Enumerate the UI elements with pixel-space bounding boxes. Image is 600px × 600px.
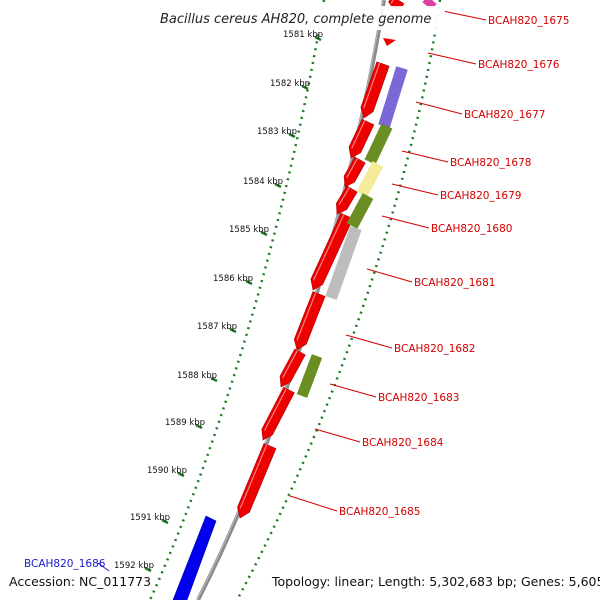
kbp-tick-label: 1587 kbp (197, 322, 237, 332)
major-tick (195, 423, 203, 430)
gene-label: BCAH820_1682 (394, 343, 475, 355)
kbp-tick-label: 1591 kbp (130, 513, 170, 523)
reverse-gene-arrow (172, 515, 217, 600)
forward-gene-arrow (279, 348, 306, 388)
kbp-tick-label: 1583 kbp (257, 127, 297, 137)
gene-label-leader (97, 562, 110, 572)
major-tick (301, 84, 309, 91)
gene-highlight (346, 158, 358, 178)
gene-label: BCAH820_1681 (414, 277, 495, 289)
cog-track (296, 0, 437, 398)
small-gene-arrow (383, 38, 396, 46)
major-ticks (144, 35, 322, 573)
cog-ring-right (235, 0, 442, 600)
gene-label: BCAH820_1685 (339, 506, 420, 518)
gene-highlight (338, 187, 350, 206)
kbp-tick-label: 1581 kbp (283, 30, 323, 40)
forward-gene-arrow (336, 185, 358, 215)
cog-block (364, 123, 393, 165)
major-tick (314, 35, 322, 42)
kbp-tick-label: 1584 kbp (243, 177, 283, 187)
gene-label-leader (345, 334, 393, 349)
major-tick (161, 518, 169, 525)
accession-label: Accession: NC_011773 (9, 574, 151, 589)
kbp-tick-label: 1586 kbp (213, 274, 253, 284)
gene-label: BCAH820_1676 (478, 59, 560, 71)
forward-gene-arrow (237, 443, 277, 519)
gene-highlight (239, 444, 268, 509)
cog-block (346, 193, 374, 229)
major-tick (274, 182, 282, 189)
gene-label: BCAH820_1675 (488, 15, 569, 27)
gene-label-leader (366, 268, 413, 283)
major-tick (177, 471, 185, 478)
gene-label: BCAH820_1680 (431, 223, 512, 235)
gene-label: BCAH820_1677 (464, 109, 545, 121)
gene-highlight (390, 0, 394, 4)
gene-label-leader (329, 383, 377, 398)
gene-label-leader (415, 101, 463, 115)
gene-highlight (313, 214, 345, 281)
cog-block (378, 66, 408, 128)
kbp-tick-label: 1592 kbp (114, 561, 154, 571)
major-tick (229, 327, 237, 334)
major-tick (288, 132, 296, 139)
map-title: Bacillus cereus AH820, complete genome (160, 12, 431, 27)
footer-right-backdrop (268, 572, 596, 592)
title-backdrop (155, 6, 445, 30)
cog-block (356, 161, 384, 197)
forward-gene-arrow (261, 386, 295, 441)
gene-label: BCAH820_1686 (24, 558, 106, 570)
kbp-labels: 1581 kbp 1582 kbp 1583 kbp 1584 kbp 1585 kbp… (114, 30, 323, 571)
gene-label-leader (401, 150, 449, 163)
major-tick (245, 279, 253, 286)
major-tick (260, 230, 268, 237)
gene-label-leader (289, 495, 338, 512)
gene-label: BCAH820_1678 (450, 157, 531, 169)
gene-highlight (296, 292, 317, 341)
kbp-tick-label: 1589 kbp (165, 418, 205, 428)
forward-gene-arrow (360, 61, 390, 119)
gene-labels: BCAH820_1675 BCAH820_1676 BCAH820_1677 BCAH… (24, 10, 569, 572)
gene-label: BCAH820_1679 (440, 190, 521, 202)
gene-label-leader (314, 428, 361, 443)
major-tick (210, 376, 218, 383)
genome-stats: Topology: linear; Length: 5,302,683 bp; … (271, 574, 600, 589)
gene-label: BCAH820_1683 (378, 392, 459, 404)
gene-label-leader (442, 10, 487, 21)
gene-highlight (282, 350, 298, 378)
gene-highlight (351, 120, 366, 149)
cog-block (296, 354, 323, 398)
major-tick (144, 566, 152, 573)
gene-highlight (363, 62, 381, 109)
kbp-tick-label: 1585 kbp (229, 225, 269, 235)
kbp-tick-label: 1582 kbp (270, 79, 310, 89)
gene-label-leader (391, 183, 439, 196)
gene-label-leader (381, 215, 430, 229)
kbp-tick-label: 1588 kbp (177, 371, 217, 381)
gene-highlight (263, 388, 287, 431)
cog-block (325, 225, 362, 301)
footer-left-backdrop (4, 572, 149, 592)
gene-label-leader (427, 52, 477, 65)
gene-label: BCAH820_1684 (362, 437, 444, 449)
kbp-tick-label: 1590 kbp (147, 466, 187, 476)
kbp-tick-ring (148, 0, 326, 600)
forward-gene-arrow (343, 156, 366, 188)
forward-gene-arrow (293, 291, 326, 351)
forward-gene-track (172, 0, 405, 600)
forward-gene-arrow (348, 118, 375, 159)
